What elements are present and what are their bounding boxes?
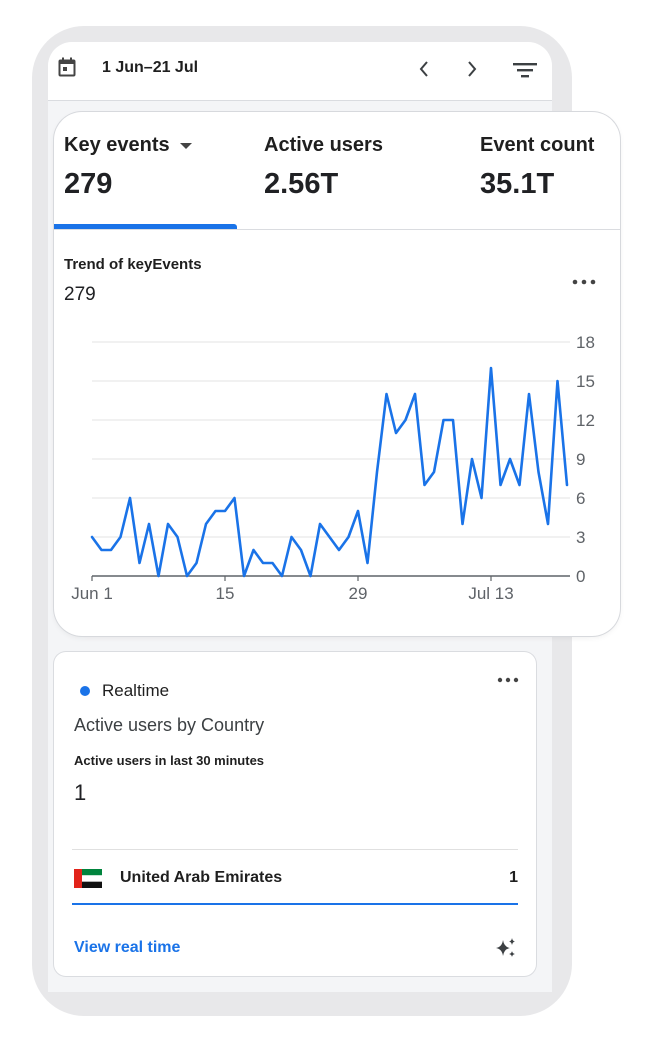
country-share-bar: [72, 903, 518, 905]
date-range-label[interactable]: 1 Jun–21 Jul: [102, 59, 199, 76]
key-events-series-line: [90, 366, 569, 578]
realtime-card: Realtime Active users by Country Active …: [54, 652, 536, 976]
active-users-label: Active users: [264, 134, 383, 156]
realtime-subtitle: Active users in last 30 minutes: [74, 753, 265, 768]
event-count-label: Event count: [480, 134, 595, 156]
y-tick-label: 6: [576, 489, 585, 508]
calendar-icon[interactable]: [58, 57, 76, 77]
realtime-status-dot: [80, 686, 90, 696]
y-tick-label: 15: [576, 372, 595, 391]
realtime-value: 1: [74, 780, 87, 805]
x-tick-label: Jul 13: [468, 584, 513, 603]
sparkle-icon[interactable]: [494, 936, 518, 960]
y-tick-label: 3: [576, 528, 585, 547]
y-tick-label: 18: [576, 333, 595, 352]
divider: [72, 849, 518, 850]
y-tick-label: 12: [576, 411, 595, 430]
realtime-title: Active users by Country: [74, 715, 265, 735]
next-period-button[interactable]: [458, 54, 486, 84]
tab-event-count[interactable]: Event count 35.1T: [480, 112, 620, 230]
metrics-card: Key events 279 Active users 2.56T Event …: [54, 112, 620, 636]
tab-active-users[interactable]: Active users 2.56T: [264, 112, 464, 230]
chart-more-button[interactable]: [570, 274, 598, 290]
filter-icon[interactable]: [512, 56, 538, 84]
realtime-more-button[interactable]: [494, 672, 522, 688]
view-real-time-link[interactable]: View real time: [74, 939, 181, 956]
trend-line-chart: 0 3 6 9 12 15 18 Jun 1 15 29 Jul 13: [71, 333, 595, 603]
previous-period-button[interactable]: [410, 54, 438, 84]
tab-key-events[interactable]: Key events 279: [64, 112, 234, 230]
key-events-label: Key events: [64, 134, 170, 156]
tab-divider: [54, 229, 620, 230]
realtime-label: Realtime: [102, 681, 170, 700]
dropdown-arrow-icon[interactable]: [179, 142, 192, 149]
uae-flag-icon: [74, 869, 102, 888]
x-tick-label: 15: [216, 584, 235, 603]
chart-total: 279: [64, 284, 96, 305]
active-tab-indicator: [54, 224, 237, 229]
y-tick-label: 9: [576, 450, 585, 469]
more-horizontal-icon: [572, 279, 596, 285]
event-count-value: 35.1T: [480, 168, 555, 200]
key-events-value: 279: [64, 168, 113, 200]
x-tick-label: 29: [349, 584, 368, 603]
country-name: United Arab Emirates: [120, 869, 283, 886]
y-tick-label: 0: [576, 567, 585, 586]
date-toolbar: 1 Jun–21 Jul: [48, 42, 552, 101]
chart-title: Trend of keyEvents: [64, 256, 202, 273]
active-users-value: 2.56T: [264, 168, 339, 200]
chevron-right-icon: [468, 61, 477, 77]
country-count: 1: [509, 869, 518, 886]
x-tick-label: Jun 1: [71, 584, 113, 603]
more-horizontal-icon: [497, 677, 519, 683]
chevron-left-icon: [419, 61, 428, 77]
